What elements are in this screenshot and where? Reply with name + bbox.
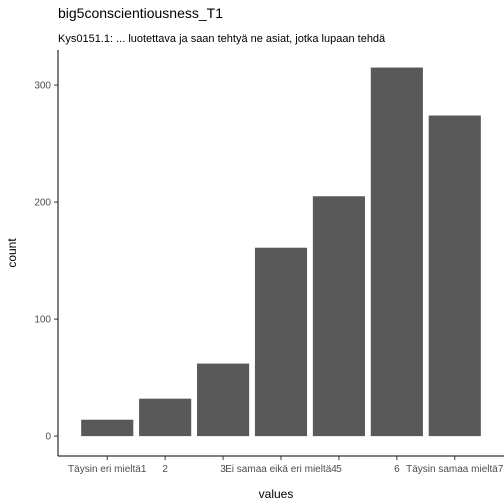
x-tick-label: Täysin samaa mieltä7 [406, 464, 504, 475]
x-tick-label: 5 [336, 464, 342, 475]
y-tick-label: 0 [45, 432, 51, 443]
x-axis-title: values [259, 487, 294, 501]
y-tick-label: 300 [34, 81, 51, 92]
x-ticks-group: Täysin eri mieltä1 2 3 Ei samaa eikä eri mi… [68, 456, 504, 475]
chart-title: big5conscientiousness_T1 [58, 5, 223, 21]
bar-2 [139, 398, 192, 437]
x-tick-label: Täysin eri mieltä1 [68, 464, 147, 475]
bar-6 [370, 67, 423, 437]
chart-subtitle: Kys0151.1: ... luotettava ja saan tehtyä… [58, 33, 386, 45]
x-tick-label: 2 [162, 464, 168, 475]
x-tick-label: 3 [220, 464, 226, 475]
bar-1 [81, 419, 134, 437]
y-axis-title: count [5, 238, 19, 268]
bars-group [81, 67, 481, 437]
bar-7 [428, 115, 481, 437]
y-tick-label: 200 [34, 198, 51, 209]
x-tick-label: Ei samaa eikä eri mieltä4 [225, 464, 337, 475]
x-tick-label: 6 [394, 464, 400, 475]
bar-5 [312, 196, 365, 437]
y-ticks-group: 0 100 200 300 [34, 81, 58, 443]
bar-4 [254, 247, 308, 437]
bar-3 [197, 363, 250, 437]
y-tick-label: 100 [34, 315, 51, 326]
